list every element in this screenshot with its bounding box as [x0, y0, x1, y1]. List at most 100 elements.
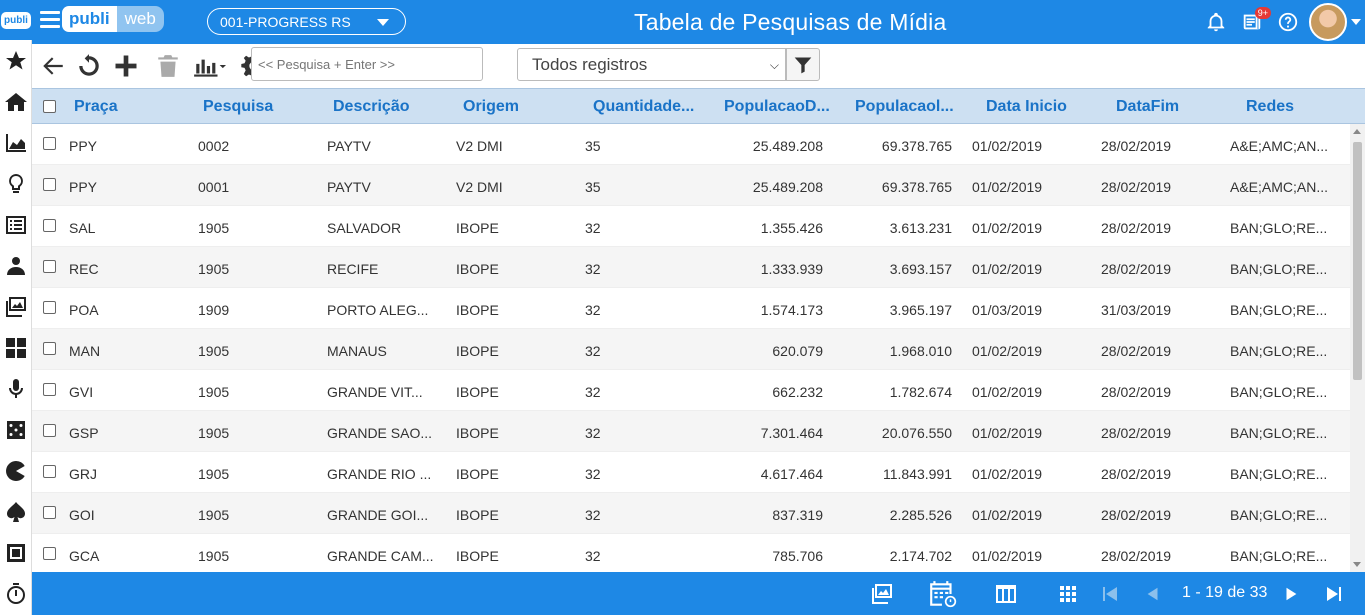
microphone-icon[interactable] — [0, 368, 32, 409]
cell-redes: BAN;GLO;RE... — [1230, 507, 1328, 523]
cell-data-fim: 31/03/2019 — [1101, 302, 1172, 318]
row-checkbox[interactable] — [43, 465, 56, 478]
table-row[interactable]: PPY 0001 PAYTV V2 DMI 35 25.489.208 69.378.765… — [32, 165, 1350, 206]
area-chart-icon[interactable] — [0, 122, 32, 163]
column-header-descricao[interactable]: Descrição — [333, 98, 410, 115]
back-arrow-icon[interactable] — [40, 52, 66, 80]
users-icon[interactable] — [0, 245, 32, 286]
table-row[interactable]: GOI 1905 GRANDE GOI... IBOPE 32 837.319 2.285.… — [32, 493, 1350, 534]
table-row[interactable]: PPY 0002 PAYTV V2 DMI 35 25.489.208 69.378.765… — [32, 124, 1350, 165]
cell-populacao-d: 662.232 — [772, 384, 823, 400]
data-table: Praça Pesquisa Descrição Origem Quantida… — [32, 88, 1365, 572]
row-checkbox[interactable] — [43, 547, 56, 560]
cell-data-inicio: 01/03/2019 — [972, 302, 1043, 318]
company-selector[interactable]: 001-PROGRESS RS — [207, 8, 406, 35]
row-checkbox[interactable] — [43, 301, 56, 314]
image-export-icon[interactable] — [870, 581, 894, 607]
column-header-populacao-d[interactable]: PopulacaoD... — [724, 98, 830, 115]
row-checkbox[interactable] — [43, 178, 56, 191]
row-checkbox[interactable] — [43, 260, 56, 273]
columns-icon[interactable] — [994, 581, 1018, 607]
cmyk-icon[interactable] — [0, 327, 32, 368]
scroll-down-icon[interactable] — [1353, 562, 1361, 567]
column-header-praca[interactable]: Praça — [74, 98, 118, 115]
cell-pesquisa: 1905 — [198, 466, 230, 482]
menu-icon[interactable] — [40, 11, 60, 31]
calendar-icon[interactable] — [928, 581, 958, 608]
row-checkbox[interactable] — [43, 506, 56, 519]
table-row[interactable]: GRJ 1905 GRANDE RIO ... IBOPE 32 4.617.464 11.… — [32, 452, 1350, 493]
cell-praca: PPY — [69, 138, 98, 154]
help-icon[interactable] — [1271, 5, 1305, 39]
cell-populacao-l: 3.965.197 — [889, 302, 952, 318]
cell-pesquisa: 1905 — [198, 425, 230, 441]
lightbulb-icon[interactable] — [0, 163, 32, 204]
pacman-icon[interactable] — [0, 450, 32, 491]
table-row[interactable]: SAL 1905 SALVADOR IBOPE 32 1.355.426 3.613.231… — [32, 206, 1350, 247]
filter-button[interactable] — [786, 48, 820, 81]
next-page-icon[interactable] — [1282, 581, 1300, 607]
grid-view-icon[interactable] — [1058, 581, 1078, 607]
star-icon[interactable] — [0, 40, 32, 81]
cell-data-inicio: 01/02/2019 — [972, 179, 1043, 195]
column-header-origem[interactable]: Origem — [463, 98, 520, 115]
table-row[interactable]: GSP 1905 GRANDE SAO... IBOPE 32 7.301.464 20.0… — [32, 411, 1350, 452]
table-row[interactable]: POA 1909 PORTO ALEG... IBOPE 32 1.574.173 3.96… — [32, 288, 1350, 329]
cell-data-fim: 28/02/2019 — [1101, 138, 1172, 154]
scroll-up-icon[interactable] — [1353, 129, 1361, 134]
row-checkbox[interactable] — [43, 219, 56, 232]
column-header-pesquisa[interactable]: Pesquisa — [203, 98, 274, 115]
cell-redes: BAN;GLO;RE... — [1230, 302, 1328, 318]
column-header-redes[interactable]: Redes — [1246, 98, 1295, 115]
list-icon[interactable] — [0, 204, 32, 245]
select-all-checkbox[interactable] — [43, 100, 56, 113]
bar-chart-icon[interactable] — [192, 52, 226, 80]
dice-icon[interactable] — [0, 409, 32, 450]
table-row[interactable]: GCA 1905 GRANDE CAM... IBOPE 32 785.706 2.174.… — [32, 534, 1350, 572]
cell-praca: SAL — [69, 220, 96, 236]
column-header-quantidade[interactable]: Quantidade... — [593, 98, 695, 115]
row-checkbox[interactable] — [43, 342, 56, 355]
row-checkbox[interactable] — [43, 137, 56, 150]
column-header-populacao-l[interactable]: Populacaol... — [855, 98, 954, 115]
scrollbar-thumb[interactable] — [1353, 142, 1362, 380]
cell-data-fim: 28/02/2019 — [1101, 261, 1172, 277]
stop-icon[interactable] — [0, 532, 32, 573]
cell-descricao: PAYTV — [327, 179, 371, 195]
cell-praca: POA — [69, 302, 99, 318]
last-page-icon[interactable] — [1324, 581, 1344, 607]
row-checkbox[interactable] — [43, 383, 56, 396]
brand-logo: publi web — [62, 3, 164, 35]
header-actions: 9+ — [1199, 0, 1365, 44]
row-checkbox[interactable] — [43, 424, 56, 437]
search-input[interactable] — [251, 47, 483, 81]
bell-icon[interactable] — [1199, 5, 1233, 39]
stopwatch-icon[interactable] — [0, 573, 32, 614]
table-row[interactable]: MAN 1905 MANAUS IBOPE 32 620.079 1.968.010 01/0… — [32, 329, 1350, 370]
cell-pesquisa: 1905 — [198, 220, 230, 236]
rail-logo[interactable]: publi — [0, 0, 32, 40]
refresh-icon[interactable] — [76, 52, 102, 80]
column-header-data-inicio[interactable]: Data Inicio — [986, 98, 1067, 115]
cell-origem: IBOPE — [456, 466, 499, 482]
cell-descricao: GRANDE CAM... — [327, 548, 434, 564]
images-icon[interactable] — [0, 286, 32, 327]
vertical-scrollbar[interactable] — [1350, 124, 1365, 572]
chevron-down-icon[interactable] — [1351, 19, 1361, 25]
cell-origem: V2 DMI — [456, 138, 503, 154]
spade-icon[interactable] — [0, 491, 32, 532]
trash-icon[interactable] — [155, 52, 181, 80]
column-header-data-fim[interactable]: DataFim — [1116, 98, 1180, 115]
add-icon[interactable] — [112, 52, 140, 80]
cell-praca: GRJ — [69, 466, 97, 482]
home-icon[interactable] — [0, 81, 32, 122]
cell-pesquisa: 1905 — [198, 261, 230, 277]
cell-redes: A&E;AMC;AN... — [1230, 138, 1329, 154]
table-row[interactable]: REC 1905 RECIFE IBOPE 32 1.333.939 3.693.157 01… — [32, 247, 1350, 288]
table-row[interactable]: GVI 1905 GRANDE VIT... IBOPE 32 662.232 1.782.… — [32, 370, 1350, 411]
previous-page-icon[interactable] — [1144, 581, 1162, 607]
first-page-icon[interactable] — [1100, 581, 1120, 607]
records-filter-select[interactable]: Todos registros ⌵ — [517, 48, 786, 81]
news-icon[interactable]: 9+ — [1233, 5, 1271, 39]
avatar[interactable] — [1309, 3, 1347, 41]
